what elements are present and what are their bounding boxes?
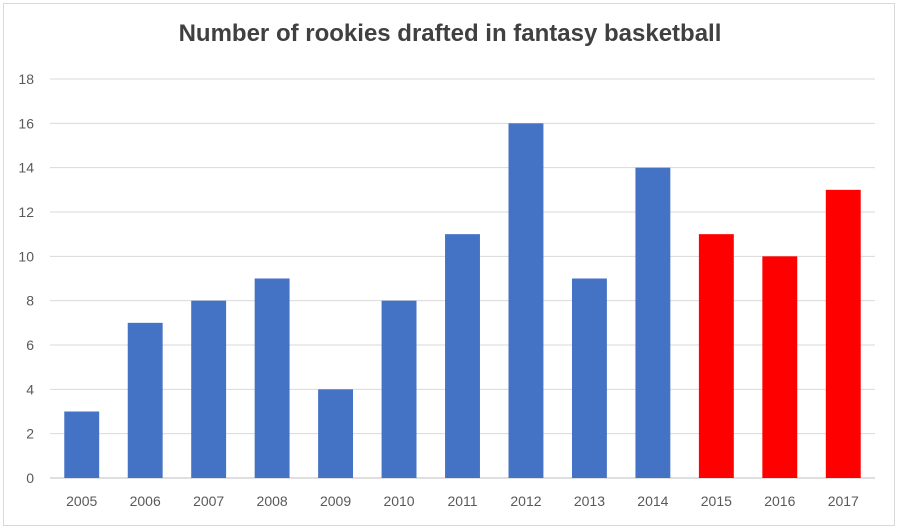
bar-2007 <box>191 300 227 478</box>
y-tick-label: 14 <box>18 160 34 176</box>
y-tick-label: 0 <box>26 470 34 486</box>
x-tick-label: 2008 <box>257 493 288 509</box>
x-tick-label: 2015 <box>701 493 732 509</box>
x-tick-label: 2012 <box>510 493 541 509</box>
chart-title: Number of rookies drafted in fantasy bas… <box>178 20 722 47</box>
y-tick-label: 8 <box>26 293 34 309</box>
x-tick-label: 2006 <box>130 493 161 509</box>
bar-2017 <box>825 189 861 479</box>
y-tick-label: 12 <box>18 204 34 220</box>
bar-2008 <box>254 278 290 478</box>
y-tick-label: 2 <box>26 426 34 442</box>
x-tick-label: 2010 <box>383 493 414 509</box>
y-tick-label: 16 <box>18 115 34 131</box>
bar-2013 <box>571 278 607 478</box>
x-tick-label: 2011 <box>447 493 477 509</box>
bar-2011 <box>445 234 480 478</box>
bar-2012 <box>508 123 544 478</box>
x-tick-label: 2017 <box>828 493 859 509</box>
bar-2014 <box>635 167 671 478</box>
x-tick-label: 2007 <box>193 493 224 509</box>
bar-2005 <box>64 411 100 478</box>
x-tick-label: 2014 <box>637 493 668 509</box>
bar-2015 <box>698 234 734 478</box>
bar-2016 <box>762 256 798 478</box>
x-tick-label: 2009 <box>320 493 351 509</box>
y-tick-label: 4 <box>26 381 34 397</box>
y-tick-label: 18 <box>18 71 34 87</box>
y-tick-label: 10 <box>18 248 34 264</box>
bar-2006 <box>127 322 163 478</box>
bar-2009 <box>318 389 354 478</box>
y-tick-label: 6 <box>26 337 34 353</box>
x-tick-label: 2013 <box>574 493 605 509</box>
x-tick-label: 2016 <box>764 493 795 509</box>
x-tick-label: 2005 <box>66 493 97 509</box>
bar-2010 <box>381 300 417 478</box>
